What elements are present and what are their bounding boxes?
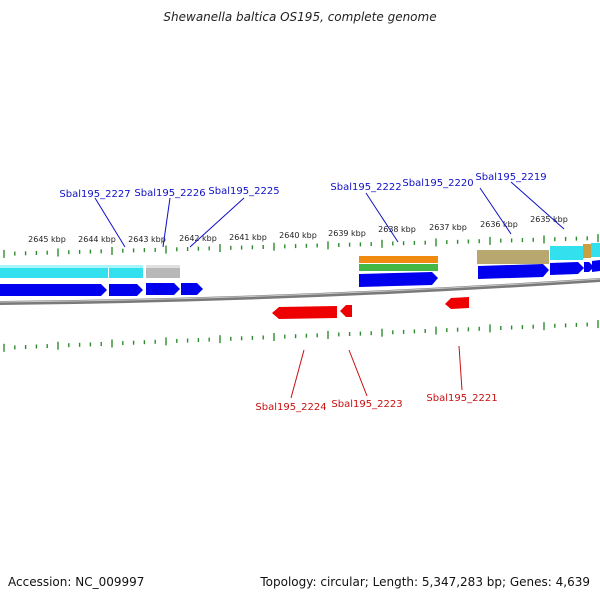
kbp-label: 2638 kbp: [378, 225, 416, 234]
topology-text: Topology: circular; Length: 5,347,283 bp…: [260, 575, 590, 589]
top-gene-labels: Sbal195_2227 Sbal195_2226 Sbal195_2225 S…: [59, 172, 565, 248]
khaki-feature-small: [583, 244, 591, 258]
cyan-feature-left: [0, 265, 108, 278]
plus-gene-2219: [550, 262, 584, 275]
gene-label-2225: Sbal195_2225: [208, 186, 279, 197]
kbp-label: 2645 kbp: [28, 235, 66, 244]
cyan-feature-edge: [591, 243, 600, 257]
kbp-label: 2636 kbp: [480, 220, 518, 229]
green-feature: [359, 264, 438, 271]
gene-label-2226: Sbal195_2226: [134, 188, 205, 199]
gray-feature: [146, 265, 180, 278]
kbp-label: 2643 kbp: [128, 235, 166, 244]
kbp-label: 2635 kbp: [530, 215, 568, 224]
gene-label-2223: Sbal195_2223: [331, 399, 402, 410]
cyan-feature-left-2: [109, 265, 143, 278]
genome-title: Shewanella baltica OS195, complete genom…: [163, 10, 437, 24]
kbp-label: 2640 kbp: [279, 231, 317, 240]
plus-gene-edge: [584, 262, 594, 272]
cyan-feature-right: [550, 246, 583, 260]
kbp-scale-labels: 2645 kbp 2644 kbp 2643 kbp 2642 kbp 2641 kbp…: [28, 215, 568, 244]
genome-backbone: [0, 278, 600, 305]
plus-gene-3: [146, 283, 180, 295]
plus-gene-4: [181, 283, 203, 295]
minus-gene-2223: [340, 305, 352, 317]
kbp-label: 2641 kbp: [229, 233, 267, 242]
orange-feature: [359, 256, 438, 263]
top-tick-row: [3, 234, 599, 258]
gene-label-2227: Sbal195_2227: [59, 189, 130, 200]
plus-gene-2220: [478, 264, 549, 279]
bottom-gene-labels: Sbal195_2224 Sbal195_2223 Sbal195_2221: [255, 345, 498, 413]
accession-text: Accession: NC_009997: [8, 575, 145, 589]
kbp-label: 2644 kbp: [78, 235, 116, 244]
gene-label-2220: Sbal195_2220: [402, 178, 473, 189]
plus-gene-1: [0, 284, 107, 296]
gene-label-2219: Sbal195_2219: [475, 172, 546, 183]
plus-gene-2: [109, 284, 143, 296]
kbp-label: 2639 kbp: [328, 229, 366, 238]
kbp-label: 2637 kbp: [429, 223, 467, 232]
gene-label-2224: Sbal195_2224: [255, 402, 326, 413]
plus-gene-2222: [359, 272, 438, 287]
khaki-feature: [477, 250, 549, 264]
bottom-tick-row: [3, 320, 599, 352]
gene-label-2221: Sbal195_2221: [426, 393, 497, 404]
kbp-label: 2642 kbp: [179, 234, 217, 243]
minus-gene-2224: [272, 306, 337, 319]
minus-gene-2221: [445, 297, 469, 309]
plus-gene-edge-2: [592, 260, 600, 272]
gene-label-2222: Sbal195_2222: [330, 182, 401, 193]
